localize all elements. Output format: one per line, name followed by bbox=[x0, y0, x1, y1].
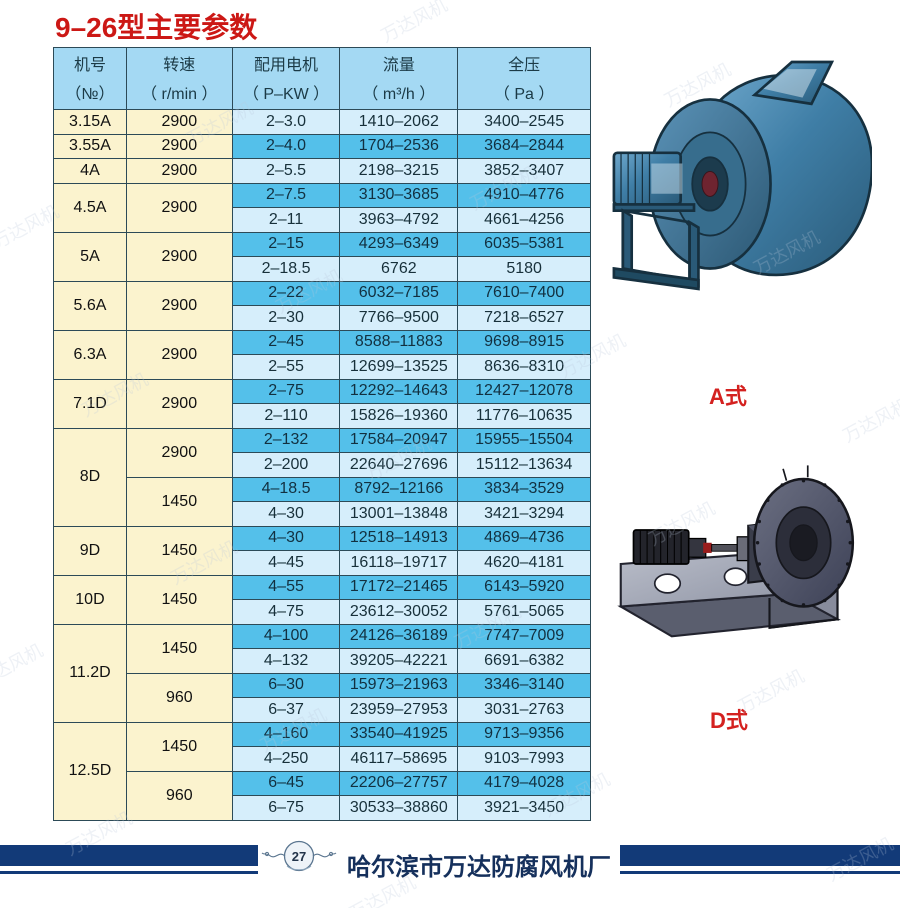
svg-text:27: 27 bbox=[292, 849, 306, 864]
